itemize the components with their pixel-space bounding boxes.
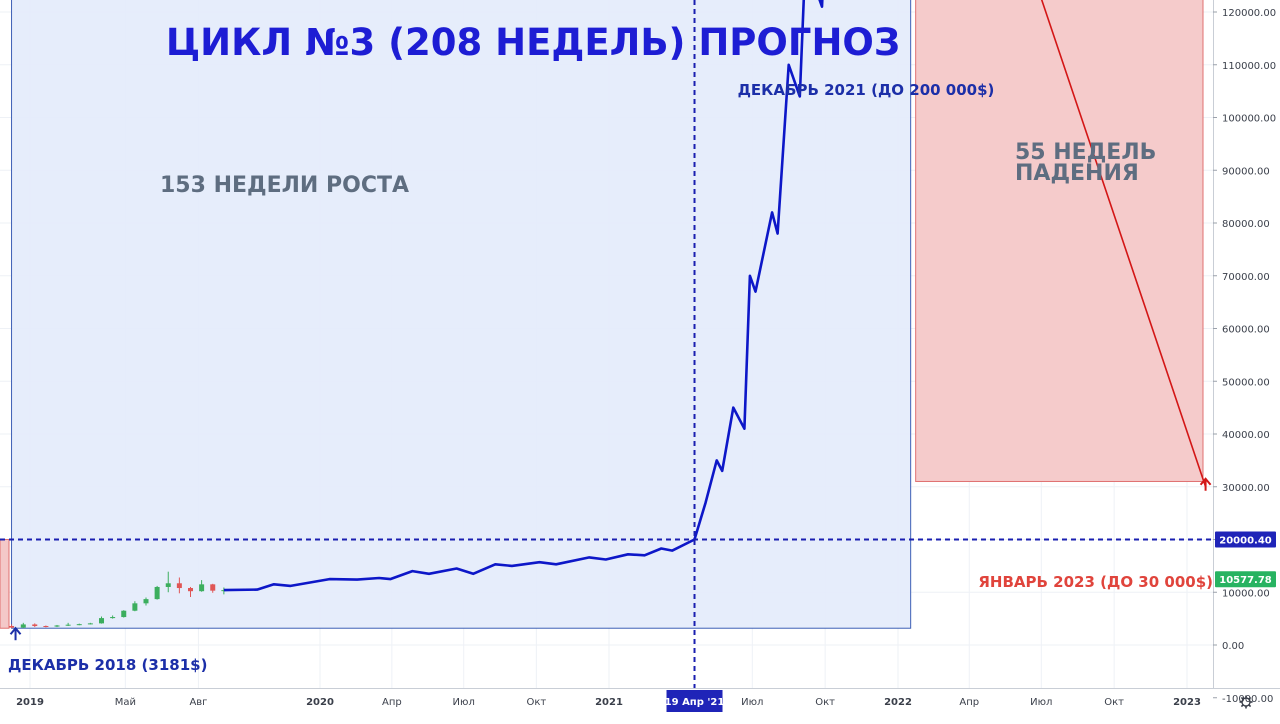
y-tick-label: 90000.00 — [1222, 166, 1270, 177]
candle-body — [210, 584, 216, 591]
annotations — [9, 477, 1212, 641]
candle-body — [110, 617, 116, 619]
x-tick-label: Июл — [741, 697, 763, 708]
x-tick-label: Июл — [1030, 697, 1052, 708]
crosshair-date-badge — [666, 690, 723, 712]
time-axis-background — [0, 688, 1280, 720]
x-tick-label: Авг — [189, 697, 207, 708]
x-tick-label: Апр — [959, 697, 979, 708]
crosshair — [0, 0, 1213, 688]
candle-body — [143, 599, 149, 604]
y-tick-label: 70000.00 — [1222, 272, 1270, 283]
x-tick-label: 2022 — [884, 697, 912, 708]
y-tick-label: 10000.00 — [1222, 588, 1270, 599]
candle-body — [20, 624, 26, 628]
candles — [9, 571, 227, 629]
bottom-arrow-head — [9, 626, 22, 635]
gear-tooth — [1240, 696, 1244, 700]
candle-body — [32, 624, 38, 627]
settings-gear-icon[interactable] — [1239, 695, 1253, 709]
crosshair-date-badge-label: 19 Апр '21 — [665, 697, 725, 708]
candle-body — [132, 603, 138, 611]
price-axis-background — [1213, 0, 1280, 720]
bottom-2018-annotation-label: ДЕКАБРЬ 2018 (3181$) — [8, 656, 207, 674]
x-tick-label: Май — [115, 697, 136, 708]
x-tick-label: 2021 — [595, 697, 623, 708]
y-tick-label: 50000.00 — [1222, 377, 1270, 388]
candle-body — [176, 583, 182, 589]
candle-body — [199, 584, 205, 592]
growth-zone-label: 153 НЕДЕЛИ РОСТА — [160, 173, 409, 198]
x-tick-label: Окт — [815, 697, 835, 708]
y-tick-label: -10000.00 — [1222, 694, 1273, 705]
candle-body — [54, 625, 60, 627]
candle-body — [43, 626, 49, 628]
y-tick-label: 0.00 — [1222, 641, 1244, 652]
decline-zone-label-line2: ПАДЕНИЯ — [1015, 161, 1139, 186]
x-tick-label: Окт — [526, 697, 546, 708]
candle-body — [187, 588, 193, 592]
decline-forecast-line — [1040, 0, 1207, 488]
y-tick-label: 120000.00 — [1222, 8, 1276, 19]
gear-tooth — [1240, 704, 1244, 708]
growth-zone-rect — [11, 0, 912, 629]
y-tick-label: 80000.00 — [1222, 219, 1270, 230]
x-tick-label: Июл — [453, 697, 475, 708]
y-tick-label: 100000.00 — [1222, 114, 1276, 125]
candle-body — [87, 623, 93, 625]
target-2023-annotation-label: ЯНВАРЬ 2023 (ДО 30 000$) — [978, 573, 1213, 591]
previous-decline-zone-rect — [0, 539, 10, 629]
gear-tooth — [1248, 704, 1252, 708]
decline-zone-rect — [915, 0, 1204, 482]
candle-body — [65, 624, 71, 626]
candle-body — [121, 610, 127, 618]
x-tick-label: Апр — [382, 697, 402, 708]
candle-body — [9, 626, 15, 628]
y-tick-label: 60000.00 — [1222, 325, 1270, 336]
candle-body — [165, 583, 171, 587]
last-price-badge — [1215, 571, 1276, 588]
y-tick-label: 40000.00 — [1222, 430, 1270, 441]
gear-tooth — [1248, 696, 1252, 700]
last-price-badge-label: 10577.78 — [1219, 575, 1272, 586]
x-tick-label: 2020 — [306, 697, 334, 708]
chart-title: ЦИКЛ №3 (208 НЕДЕЛЬ) ПРОГНОЗ — [166, 21, 900, 64]
x-tick-label: Окт — [1104, 697, 1124, 708]
target-arrow-head — [1199, 477, 1212, 486]
y-tick-label: 110000.00 — [1222, 61, 1276, 72]
zones — [0, 0, 1204, 629]
x-tick-label: 2019 — [16, 697, 44, 708]
candle-body — [99, 618, 105, 624]
x-tick-label: 2023 — [1173, 697, 1201, 708]
peak-annotation-label: ДЕКАБРЬ 2021 (ДО 200 000$) — [738, 81, 995, 99]
crosshair-price-badge-label: 20000.40 — [1219, 535, 1272, 546]
candle-body — [154, 586, 160, 600]
candle-body — [221, 590, 227, 592]
candle-body — [76, 624, 82, 626]
crosshair-price-badge — [1215, 531, 1276, 548]
y-tick-label: 30000.00 — [1222, 483, 1270, 494]
decline-zone-label-line1: 55 НЕДЕЛЬ — [1015, 140, 1156, 165]
